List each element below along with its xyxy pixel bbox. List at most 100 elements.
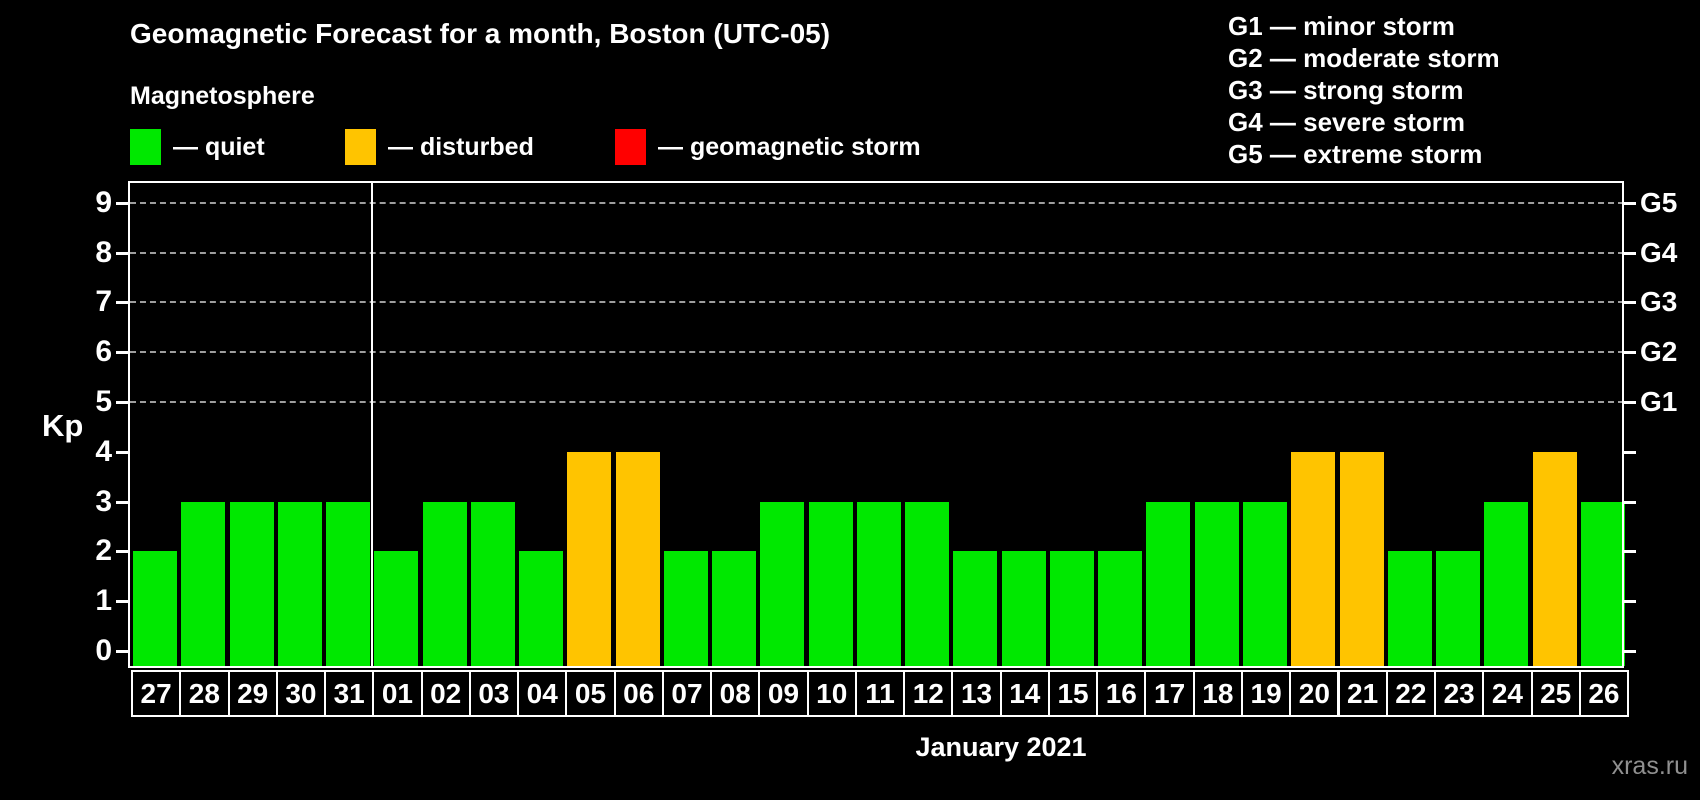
y-tick-right-0 [1623, 650, 1636, 653]
y-tick-left-8 [116, 251, 129, 255]
bar-day-31 [326, 501, 371, 666]
g-tick-label-G2: G2 [1640, 336, 1678, 368]
y-tick-label-8: 8 [95, 235, 112, 269]
legend-item-label: — geomagnetic storm [658, 132, 921, 161]
g-tick-label-G1: G1 [1640, 386, 1678, 417]
gridline-kp-9 [130, 201, 1624, 204]
bar-day-29 [229, 501, 274, 666]
g-tick-label-G4: G4 [1640, 236, 1678, 268]
bar-day-25 [1532, 451, 1577, 666]
bar-day-24 [1484, 501, 1529, 666]
y-tick-left-2 [116, 550, 129, 554]
bar-day-23 [1436, 551, 1481, 666]
storm-color-swatch [615, 129, 646, 165]
bar-day-09 [760, 501, 805, 666]
day-label-08: 08 [710, 670, 761, 717]
day-label-31: 31 [324, 670, 375, 717]
day-label-17: 17 [1144, 670, 1195, 717]
y-tick-right-9 [1623, 201, 1636, 205]
y-tick-left-5 [116, 401, 129, 404]
day-label-29: 29 [227, 670, 278, 717]
day-label-09: 09 [758, 670, 809, 717]
y-tick-label-7: 7 [95, 285, 112, 319]
y-tick-right-8 [1623, 251, 1636, 255]
day-label-30: 30 [275, 670, 327, 717]
g-legend-line: G1 — minor storm [1228, 11, 1455, 41]
bar-day-02 [422, 501, 467, 666]
day-label-26: 26 [1578, 670, 1630, 717]
day-label-19: 19 [1240, 670, 1292, 717]
day-label-01: 01 [372, 670, 423, 717]
day-label-27: 27 [131, 670, 182, 717]
x-axis-month-label: January 2021 [915, 732, 1087, 762]
y-tick-label-5: 5 [95, 385, 112, 418]
bar-day-05 [567, 451, 612, 666]
bar-day-28 [181, 501, 226, 666]
day-label-05: 05 [565, 670, 616, 717]
y-tick-left-1 [116, 600, 129, 604]
y-tick-left-0 [116, 650, 129, 653]
bar-day-08 [712, 551, 757, 666]
day-label-20: 20 [1289, 670, 1340, 717]
y-tick-label-2: 2 [95, 534, 112, 568]
quiet-color-swatch [130, 129, 161, 165]
y-tick-label-1: 1 [95, 584, 112, 618]
bar-day-16 [1098, 551, 1143, 666]
watermark: xras.ru [1611, 752, 1688, 780]
y-tick-label-6: 6 [95, 335, 112, 369]
bar-day-21 [1339, 451, 1384, 666]
bar-day-07 [663, 551, 708, 666]
y-tick-right-6 [1623, 351, 1636, 355]
bar-day-18 [1194, 501, 1239, 666]
y-tick-label-0: 0 [95, 634, 112, 667]
y-tick-label-3: 3 [95, 484, 112, 518]
day-label-22: 22 [1385, 670, 1436, 717]
bar-day-19 [1242, 501, 1287, 666]
bar-day-10 [808, 501, 853, 666]
day-label-16: 16 [1096, 670, 1147, 717]
y-tick-right-3 [1623, 500, 1636, 504]
y-tick-label-4: 4 [95, 434, 112, 468]
legend-item-disturbed: — disturbed [345, 128, 534, 166]
g-legend-line: G3 — strong storm [1228, 75, 1464, 105]
chart-title: Geomagnetic Forecast for a month, Boston… [130, 18, 831, 49]
day-label-14: 14 [999, 670, 1050, 717]
legend-item-quiet: — quiet [130, 128, 265, 166]
y-axis-label: Kp [42, 408, 84, 443]
y-tick-right-1 [1623, 600, 1636, 604]
day-label-10: 10 [806, 670, 857, 717]
g-legend-line: G4 — severe storm [1228, 107, 1466, 137]
day-label-25: 25 [1530, 670, 1581, 717]
y-tick-left-3 [116, 500, 129, 504]
day-label-23: 23 [1434, 670, 1485, 717]
day-label-03: 03 [468, 670, 520, 717]
day-label-24: 24 [1482, 670, 1533, 717]
bar-day-06 [615, 451, 660, 666]
day-label-18: 18 [1192, 670, 1243, 717]
day-label-04: 04 [517, 670, 568, 717]
y-tick-right-4 [1623, 450, 1636, 454]
bar-day-30 [277, 501, 322, 666]
y-tick-right-5 [1623, 401, 1636, 404]
legend-item-geomagnetic-storm: — geomagnetic storm [615, 128, 921, 166]
day-label-15: 15 [1047, 670, 1099, 717]
day-label-21: 21 [1337, 670, 1388, 717]
disturbed-color-swatch [345, 129, 376, 165]
bar-day-26 [1580, 501, 1625, 666]
bar-day-11 [856, 501, 901, 666]
gridline-kp-7 [130, 301, 1624, 304]
y-tick-left-7 [116, 301, 129, 305]
bar-day-20 [1291, 451, 1336, 666]
bar-day-12 [905, 501, 950, 666]
y-tick-right-7 [1623, 301, 1636, 305]
day-label-12: 12 [903, 670, 954, 717]
day-label-02: 02 [420, 670, 471, 717]
day-label-11: 11 [854, 670, 906, 717]
bar-day-14 [1001, 551, 1046, 666]
g-legend-line: G5 — extreme storm [1228, 139, 1483, 169]
bar-day-17 [1146, 501, 1191, 666]
magnetosphere-legend-title: Magnetosphere [130, 82, 315, 110]
y-tick-right-2 [1623, 550, 1636, 554]
